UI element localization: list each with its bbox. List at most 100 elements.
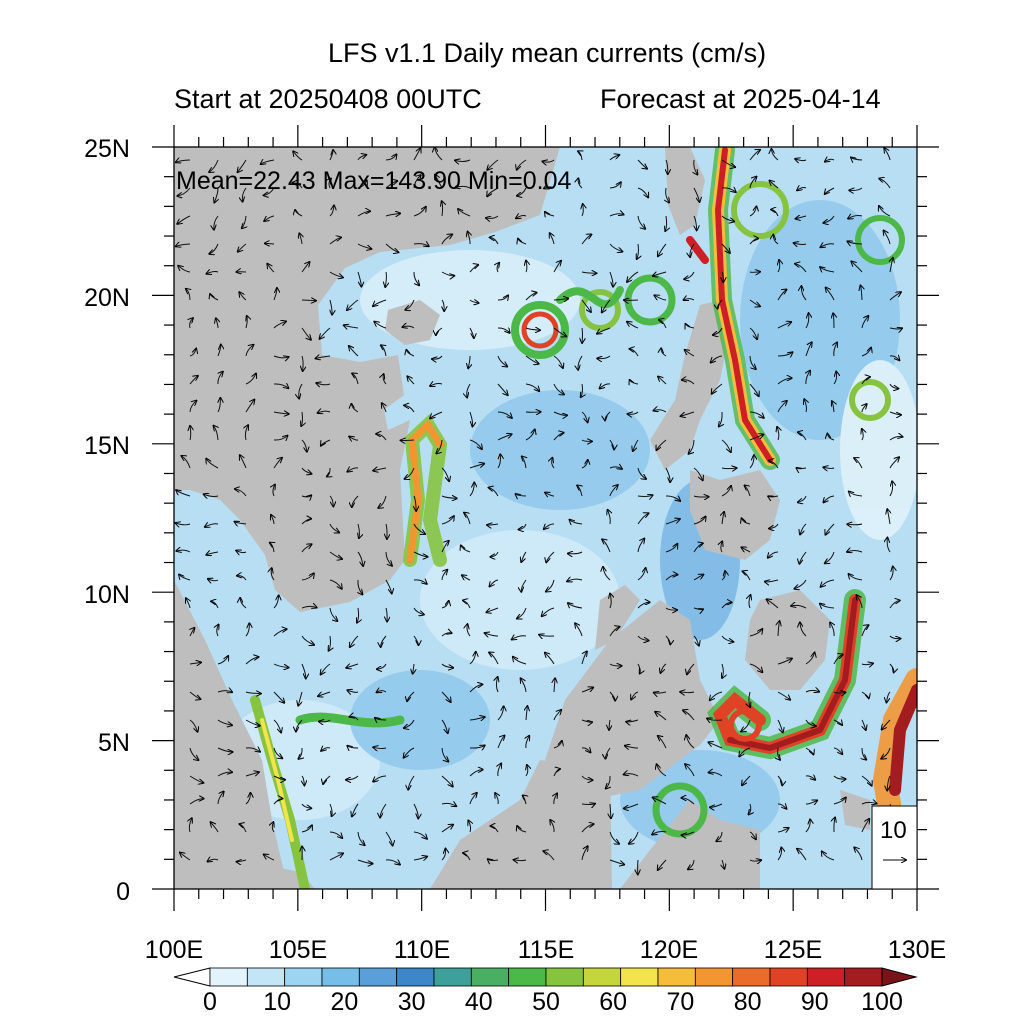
current-vector: [606, 775, 610, 788]
current-vector: [357, 607, 359, 623]
land-hainan: [385, 300, 440, 345]
current-vector: [373, 775, 387, 782]
current-vector: [798, 495, 807, 502]
current-vector: [862, 719, 866, 730]
current-vector: [272, 822, 274, 833]
current-vector: [567, 579, 583, 581]
colorbar-segment: [321, 967, 360, 987]
current-vector: [240, 455, 247, 469]
current-vector: [217, 345, 221, 357]
current-vector: [686, 324, 695, 328]
colorbar-segment: [732, 967, 771, 987]
current-vector: [489, 652, 499, 665]
current-vector: [469, 327, 474, 338]
current-vector: [578, 178, 583, 189]
current-vector: [652, 832, 667, 835]
current-vector: [717, 299, 723, 309]
current-vector: [319, 720, 331, 722]
current-vector: [385, 579, 392, 593]
current-vector: [468, 355, 470, 368]
current-vector: [602, 539, 611, 553]
current-vector: [654, 692, 667, 693]
current-vector: [273, 485, 275, 497]
current-vector: [413, 635, 418, 645]
current-vector: [630, 380, 639, 384]
current-vector: [603, 567, 611, 581]
current-vector: [441, 601, 449, 609]
current-vector: [413, 857, 427, 860]
current-vector: [177, 187, 191, 196]
current-vector: [189, 662, 201, 664]
current-vector: [175, 523, 191, 525]
current-vector: [381, 635, 387, 647]
current-vector: [517, 187, 527, 196]
current-vector: [659, 320, 667, 329]
current-vector: [273, 321, 286, 329]
current-vector: [413, 831, 427, 839]
current-vector: [407, 376, 415, 385]
current-vector: [771, 149, 779, 161]
current-vector: [849, 188, 863, 190]
current-vector: [216, 318, 218, 329]
current-vector: [214, 215, 219, 230]
current-vector: [546, 551, 555, 562]
current-vector: [273, 775, 285, 780]
current-vector: [487, 159, 499, 170]
current-vector: [552, 458, 555, 469]
current-vector: [186, 289, 190, 301]
current-vector: [608, 510, 611, 525]
current-vector: [299, 233, 302, 245]
current-vector: [271, 515, 274, 525]
current-vector: [235, 489, 247, 497]
current-vector: [405, 299, 415, 310]
current-vector: [710, 691, 723, 700]
current-vector: [544, 524, 555, 529]
current-vector: [777, 322, 791, 329]
current-vector: [825, 551, 835, 563]
current-vector: [525, 430, 535, 441]
current-vector: [273, 719, 281, 732]
current-vector: [823, 467, 835, 468]
current-vector: [404, 405, 415, 413]
current-vector: [523, 795, 526, 805]
current-vector: [716, 831, 723, 841]
current-vector: [413, 207, 426, 217]
current-vector: [349, 437, 359, 441]
colorbar-label: 100: [861, 988, 903, 1016]
current-vector: [861, 775, 872, 786]
current-vector: [273, 412, 289, 414]
current-vector: [413, 551, 428, 557]
current-vector: [777, 658, 792, 665]
current-vector: [768, 496, 779, 497]
current-vector: [521, 678, 527, 693]
current-vector: [273, 691, 284, 703]
current-vector: [749, 663, 762, 672]
colorbar-label: 40: [465, 988, 493, 1016]
colorbar-segment: [806, 967, 846, 987]
current-vector: [794, 579, 807, 589]
current-vector: [861, 691, 869, 698]
current-vector: [350, 635, 359, 647]
current-vector: [794, 243, 807, 245]
current-vector: [245, 657, 258, 665]
current-vector: [301, 803, 311, 808]
current-vector: [800, 622, 807, 637]
current-vector: [273, 384, 288, 388]
current-vector: [777, 401, 787, 413]
current-vector: [769, 461, 779, 469]
colorbar-low-end: [173, 967, 211, 987]
current-vector: [329, 853, 343, 861]
current-vector: [455, 186, 471, 188]
current-vector: [522, 456, 526, 469]
current-vector: [245, 425, 248, 441]
current-vector: [805, 719, 816, 726]
current-vector: [879, 179, 891, 189]
current-vector: [628, 412, 639, 414]
current-vector: [435, 147, 443, 161]
colorbar-segment: [433, 967, 472, 987]
current-vector: [851, 261, 863, 273]
current-vector: [708, 742, 723, 749]
current-vector: [770, 181, 779, 189]
current-vector: [658, 736, 667, 749]
current-vector: [242, 187, 247, 202]
